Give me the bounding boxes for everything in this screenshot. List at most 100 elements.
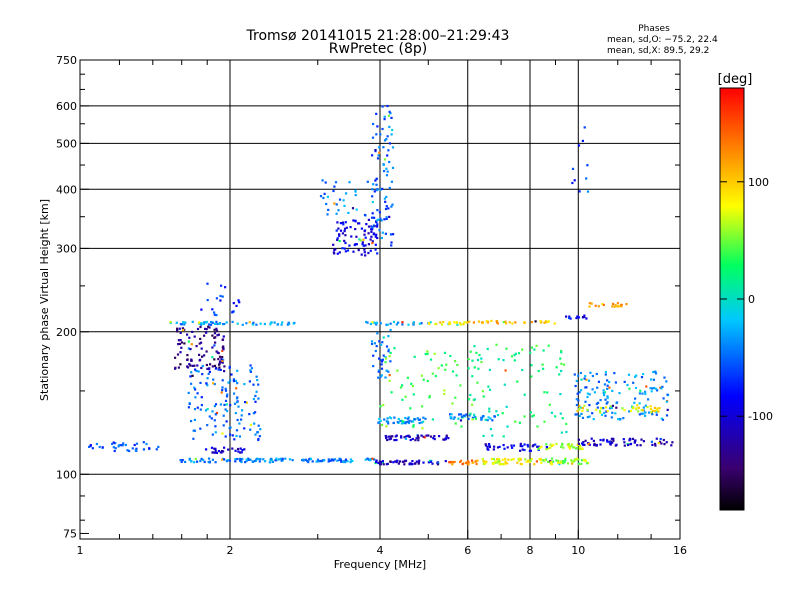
data-point: [434, 323, 437, 326]
data-point: [387, 335, 390, 338]
data-point: [190, 460, 193, 463]
data-point: [650, 440, 653, 443]
data-point: [233, 402, 237, 405]
data-point: [383, 139, 387, 142]
data-point: [388, 160, 391, 164]
data-point: [602, 407, 605, 410]
data-point: [660, 387, 663, 390]
data-point: [386, 417, 389, 420]
x-axis-label: Frequency [MHz]: [334, 558, 426, 571]
data-point: [269, 323, 272, 326]
data-point: [620, 303, 623, 306]
data-point: [411, 463, 414, 466]
data-point: [511, 322, 514, 325]
data-point: [492, 458, 495, 461]
data-point: [444, 437, 447, 440]
data-point: [517, 352, 521, 355]
data-point: [206, 299, 209, 302]
data-point: [245, 458, 248, 461]
data-point: [488, 445, 491, 449]
data-point: [111, 442, 114, 445]
data-point: [481, 457, 484, 461]
data-point: [389, 112, 392, 115]
data-point: [219, 294, 222, 298]
data-point: [615, 401, 618, 405]
y-tick-label: 750: [56, 54, 77, 67]
data-point: [471, 416, 474, 419]
data-point: [322, 196, 325, 200]
data-point: [252, 460, 255, 463]
data-point: [392, 421, 395, 425]
data-point: [400, 422, 403, 425]
data-point: [488, 407, 491, 410]
data-point: [319, 195, 323, 198]
data-point: [530, 321, 533, 324]
data-point: [363, 229, 367, 232]
data-point: [427, 434, 430, 437]
data-point: [280, 459, 283, 462]
data-point: [293, 321, 296, 324]
data-point: [360, 253, 363, 256]
data-point: [226, 409, 229, 413]
data-point: [661, 418, 665, 421]
data-point: [642, 412, 645, 415]
data-point: [529, 459, 532, 462]
y-tick-label: 600: [56, 100, 77, 113]
data-point: [193, 386, 196, 389]
data-point: [255, 390, 258, 393]
data-point: [490, 457, 494, 460]
data-point: [415, 460, 418, 463]
data-point: [579, 406, 582, 409]
data-point: [375, 219, 378, 222]
data-point: [286, 323, 289, 326]
data-point: [645, 385, 648, 388]
data-point: [573, 373, 576, 376]
data-point: [543, 321, 546, 324]
data-point: [244, 461, 247, 464]
data-point: [568, 316, 571, 320]
data-point: [534, 320, 537, 323]
data-point: [599, 438, 602, 442]
data-point: [459, 323, 463, 326]
data-point: [449, 416, 452, 419]
data-point: [440, 323, 444, 326]
data-point: [214, 425, 217, 428]
data-point: [235, 401, 239, 404]
data-point: [412, 393, 415, 396]
data-point: [611, 404, 614, 407]
data-point: [385, 420, 388, 423]
data-point: [365, 320, 368, 324]
data-point: [317, 460, 320, 463]
data-point: [221, 295, 224, 298]
data-point: [340, 460, 343, 463]
data-point: [377, 370, 380, 373]
data-point: [609, 405, 612, 408]
data-point: [495, 458, 499, 461]
data-point: [371, 321, 374, 324]
data-point: [622, 417, 625, 420]
data-point: [380, 219, 383, 222]
data-point: [469, 393, 472, 397]
data-point: [567, 462, 570, 465]
data-point: [647, 398, 650, 401]
data-point: [573, 179, 576, 182]
data-point: [378, 211, 381, 214]
data-point: [390, 391, 393, 394]
colorbar-ticks: 100 0 -100: [720, 176, 773, 423]
data-point: [628, 387, 631, 390]
data-point: [179, 331, 182, 334]
data-point: [214, 341, 217, 344]
data-point: [633, 441, 636, 444]
data-point: [593, 391, 596, 394]
data-point: [380, 359, 383, 362]
y-tick-label: 300: [56, 242, 77, 255]
data-point: [572, 446, 575, 449]
data-point: [537, 447, 540, 450]
data-point: [482, 460, 485, 463]
data-point: [523, 321, 526, 324]
data-point: [542, 349, 545, 352]
data-point: [473, 345, 476, 348]
data-point: [243, 383, 246, 386]
data-point: [480, 417, 484, 420]
data-point: [523, 415, 526, 418]
